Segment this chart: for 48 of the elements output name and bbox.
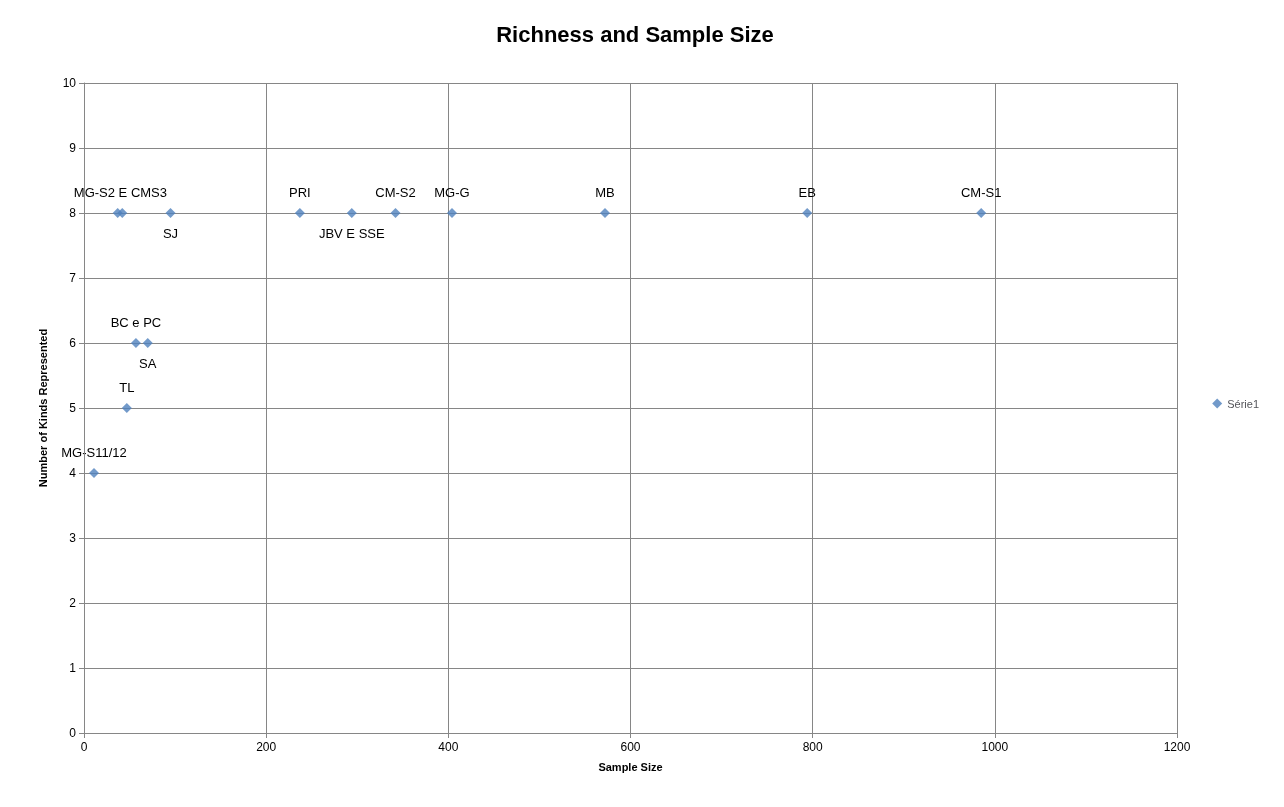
point	[117, 208, 128, 218]
annotation: EB	[798, 185, 816, 200]
point	[121, 403, 132, 413]
annotation: JBV E SSE	[318, 226, 385, 241]
chart-title: Richness and Sample Size	[496, 21, 774, 47]
point	[600, 208, 610, 218]
x-tick-label: 1200	[1163, 740, 1191, 754]
y-axis-title: Number of Kinds Represented	[36, 328, 49, 488]
x-tick-label: 1000	[981, 740, 1009, 754]
annotation: MG-S11/12	[61, 445, 127, 460]
x-tick-label: 800	[802, 740, 823, 754]
point	[346, 208, 357, 218]
y-tick-label: 0	[69, 726, 77, 740]
point	[165, 208, 176, 218]
point	[89, 468, 100, 478]
point	[142, 338, 153, 348]
y-tick-label: 6	[69, 336, 77, 350]
y-tick-label: 10	[62, 76, 77, 90]
x-axis-title: Sample Size	[598, 760, 663, 773]
y-tick-label: 2	[69, 596, 77, 610]
point	[294, 208, 305, 218]
point	[130, 338, 141, 348]
annotation: TL	[119, 380, 135, 395]
point	[976, 208, 987, 218]
y-tick-label: 4	[69, 466, 77, 480]
annotation: SA	[139, 356, 157, 371]
annotation: MB	[595, 185, 615, 200]
point	[446, 208, 457, 218]
annotation: CM-S1	[960, 185, 1002, 200]
y-tick-label: 1	[69, 661, 77, 675]
y-tick-label: 7	[69, 271, 77, 285]
annotation: PRI	[289, 185, 311, 200]
x-tick-label: 200	[256, 740, 277, 754]
x-tick-label: 600	[620, 740, 641, 754]
y-tick-label: 8	[69, 206, 77, 220]
annotation: SJ	[162, 226, 179, 241]
annotation: MG-S2 E CMS3	[73, 185, 168, 200]
annotation: CM-S2	[375, 185, 416, 200]
x-tick-label: 400	[438, 740, 459, 754]
y-tick-label: 9	[69, 141, 77, 155]
annotation: BC e PC	[110, 315, 162, 330]
y-tick-label: 3	[69, 531, 77, 545]
point	[802, 208, 813, 218]
x-tick-label: 0	[80, 740, 88, 754]
point	[390, 208, 401, 218]
legend-label: Série1	[1227, 397, 1259, 410]
annotation: MG-G	[434, 185, 470, 200]
y-tick-label: 5	[69, 401, 77, 415]
